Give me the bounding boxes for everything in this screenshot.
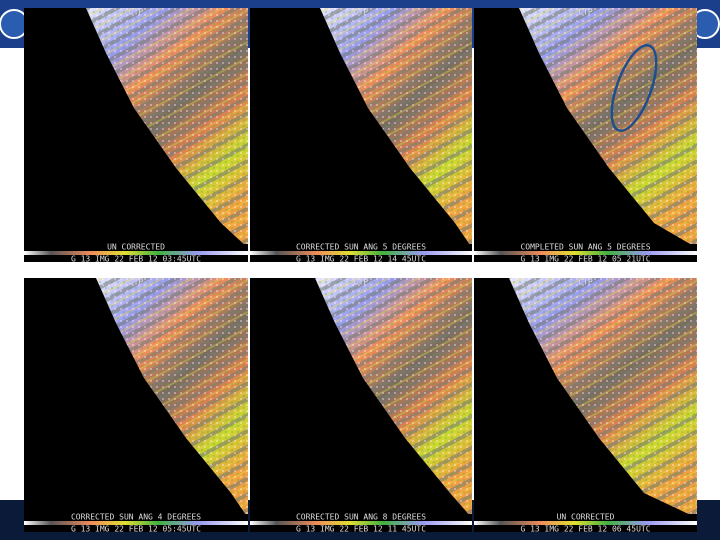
- timestamp: G 13 IMG 22 FEB 12 03:45UTC: [71, 255, 201, 264]
- image-panel: CTP CORRECTED SUN ANG 8 DEGREES G 13 IMG 2…: [250, 278, 472, 534]
- top-label: CTP: [354, 8, 369, 17]
- color-bar: [474, 251, 697, 255]
- cloud-texture: [86, 8, 248, 248]
- timestamp: G 13 IMG 22 FEB 12 14 45UTC: [296, 255, 426, 264]
- top-label: CTP: [129, 278, 144, 287]
- cloud-texture: [509, 278, 697, 518]
- cloud-texture: [315, 278, 472, 518]
- color-bar: [24, 521, 248, 525]
- image-panel: CTP UN CORRECTED G 13 IMG 22 FEB 12 06 45U…: [474, 278, 697, 534]
- caption: COMPLETED SUN ANG 5 DEGREES: [520, 243, 650, 252]
- logo: [0, 9, 29, 39]
- caption: CORRECTED SUN ANG 4 DEGREES: [71, 513, 201, 522]
- top-label: CTP: [578, 8, 593, 17]
- top-label: CTP: [354, 278, 369, 287]
- color-bar: [24, 251, 248, 255]
- caption: CORRECTED SUN ANG 8 DEGREES: [296, 513, 426, 522]
- image-panel: CTP CORRECTED SUN ANG 5 DEGREES G 13 IMG 2…: [250, 8, 472, 264]
- cloud-texture: [96, 278, 248, 518]
- image-panel: CTP COMPLETED SUN ANG 5 DEGREES G 13 IMG 2…: [474, 8, 697, 264]
- color-bar: [250, 251, 472, 255]
- image-panel: CTP CORRECTED SUN ANG 4 DEGREES G 13 IMG 2…: [24, 278, 248, 534]
- timestamp: G 13 IMG 22 FEB 12 11 45UTC: [296, 525, 426, 534]
- top-label: CTP: [129, 8, 144, 17]
- panel-grid: CTP UN CORRECTED G 13 IMG 22 FEB 12 03:45U…: [24, 8, 697, 534]
- caption: UN CORRECTED: [107, 243, 165, 252]
- color-bar: [250, 521, 472, 525]
- caption: UN CORRECTED: [557, 513, 615, 522]
- color-bar: [474, 521, 697, 525]
- timestamp: G 13 IMG 22 FEB 12 05 21UTC: [520, 255, 650, 264]
- image-panel: CTP UN CORRECTED G 13 IMG 22 FEB 12 03:45U…: [24, 8, 248, 264]
- highlight-ellipse: [610, 44, 658, 132]
- cloud-texture: [320, 8, 472, 248]
- timestamp: G 13 IMG 22 FEB 12 06 45UTC: [520, 525, 650, 534]
- top-label: CTP: [578, 278, 593, 287]
- caption: CORRECTED SUN ANG 5 DEGREES: [296, 243, 426, 252]
- timestamp: G 13 IMG 22 FEB 12 05:45UTC: [71, 525, 201, 534]
- cloud-texture: [519, 8, 697, 248]
